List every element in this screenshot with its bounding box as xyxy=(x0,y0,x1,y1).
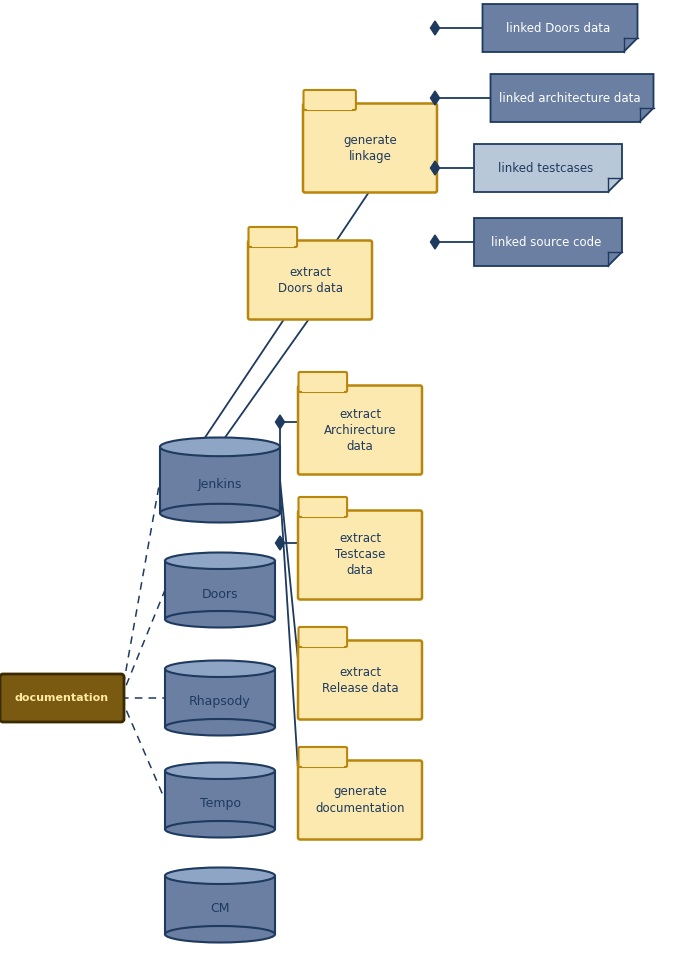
Bar xyxy=(302,386,344,391)
FancyBboxPatch shape xyxy=(298,497,347,517)
Bar xyxy=(165,876,275,934)
Polygon shape xyxy=(474,218,622,266)
Text: extract
Testcase
data: extract Testcase data xyxy=(335,533,385,578)
Bar xyxy=(307,104,352,109)
Ellipse shape xyxy=(165,926,275,943)
Bar xyxy=(165,669,275,728)
Text: linked architecture data: linked architecture data xyxy=(499,91,641,105)
Text: Jenkins: Jenkins xyxy=(198,478,242,490)
Ellipse shape xyxy=(165,719,275,735)
Polygon shape xyxy=(275,415,285,429)
Text: generate
documentation: generate documentation xyxy=(315,786,405,815)
Polygon shape xyxy=(474,144,622,192)
Ellipse shape xyxy=(165,552,275,569)
Text: linked testcases: linked testcases xyxy=(498,162,593,174)
Ellipse shape xyxy=(165,611,275,628)
Ellipse shape xyxy=(165,821,275,837)
Bar xyxy=(302,761,344,766)
Bar xyxy=(160,447,280,514)
FancyBboxPatch shape xyxy=(298,386,422,475)
Polygon shape xyxy=(431,235,439,249)
Bar xyxy=(165,561,275,619)
Text: linked Doors data: linked Doors data xyxy=(506,21,610,35)
Ellipse shape xyxy=(160,504,280,522)
FancyBboxPatch shape xyxy=(298,511,422,600)
Bar xyxy=(302,511,344,516)
Bar xyxy=(252,240,294,246)
FancyBboxPatch shape xyxy=(304,90,356,110)
Text: extract
Doors data: extract Doors data xyxy=(277,266,342,295)
Text: CM: CM xyxy=(210,902,230,916)
Polygon shape xyxy=(431,91,439,105)
Polygon shape xyxy=(431,161,439,175)
FancyBboxPatch shape xyxy=(298,761,422,839)
Polygon shape xyxy=(483,4,637,52)
Ellipse shape xyxy=(165,661,275,677)
Ellipse shape xyxy=(165,867,275,884)
FancyBboxPatch shape xyxy=(298,372,347,392)
Text: generate
linkage: generate linkage xyxy=(343,134,397,163)
Polygon shape xyxy=(491,74,653,122)
FancyBboxPatch shape xyxy=(248,240,372,320)
Text: Doors: Doors xyxy=(202,587,238,601)
FancyBboxPatch shape xyxy=(298,747,347,767)
Ellipse shape xyxy=(165,763,275,779)
Text: extract
Release data: extract Release data xyxy=(322,666,398,695)
FancyBboxPatch shape xyxy=(298,641,422,720)
FancyBboxPatch shape xyxy=(303,104,437,193)
Text: extract
Archirecture
data: extract Archirecture data xyxy=(324,408,396,453)
Text: linked source code: linked source code xyxy=(491,235,601,248)
Text: Rhapsody: Rhapsody xyxy=(189,696,251,708)
Ellipse shape xyxy=(160,437,280,456)
Bar xyxy=(165,770,275,829)
FancyBboxPatch shape xyxy=(0,674,124,722)
Polygon shape xyxy=(431,21,439,35)
Bar xyxy=(302,641,344,646)
FancyBboxPatch shape xyxy=(248,227,297,247)
Text: Tempo: Tempo xyxy=(200,797,240,810)
Polygon shape xyxy=(275,536,285,550)
FancyBboxPatch shape xyxy=(298,627,347,647)
Text: documentation: documentation xyxy=(15,693,109,703)
